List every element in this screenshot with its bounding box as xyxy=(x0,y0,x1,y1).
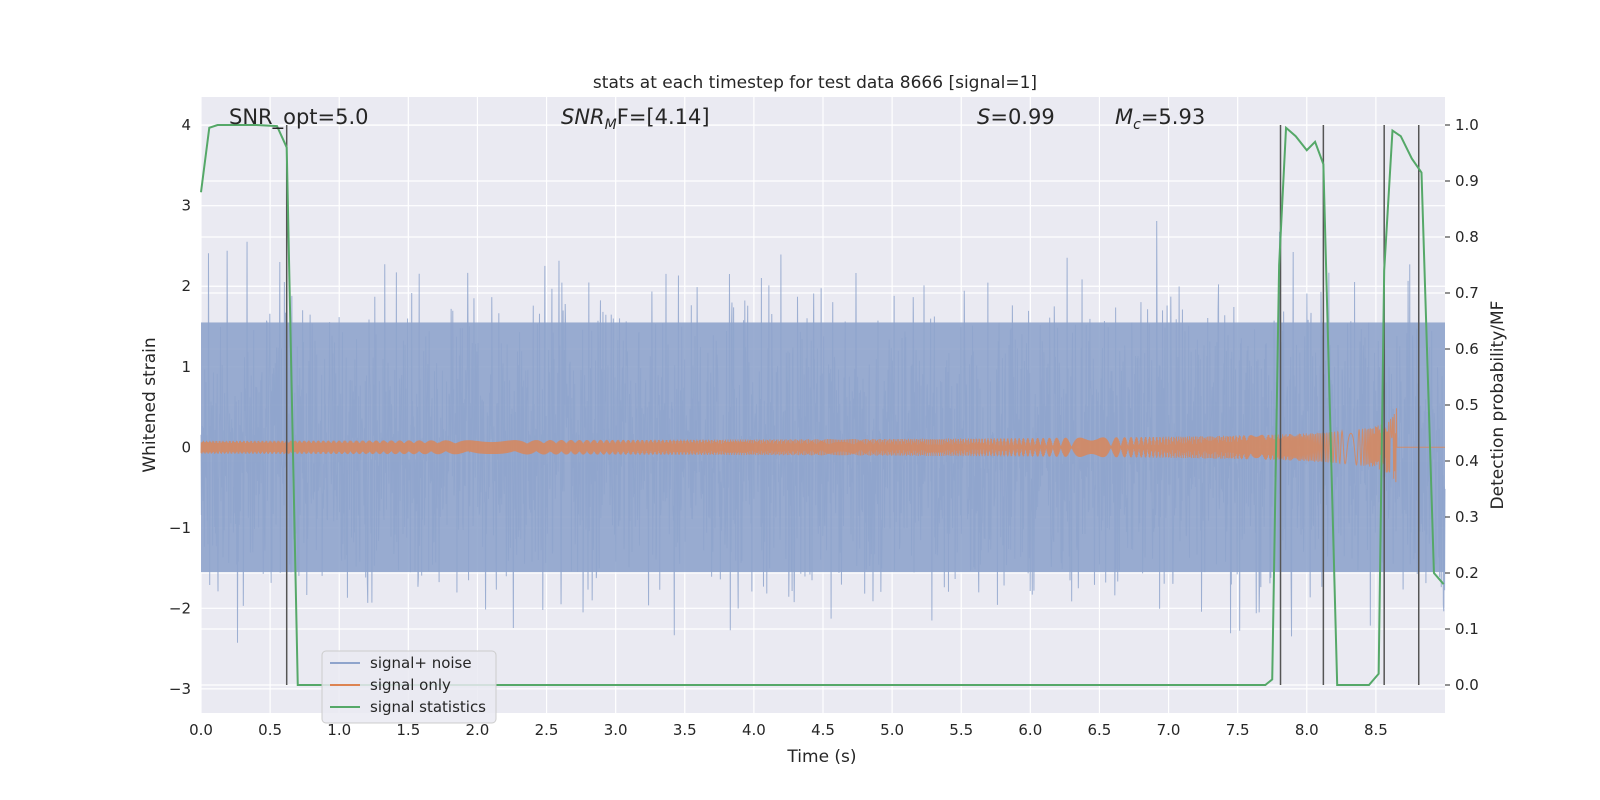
x-tick-label-5: 2.5 xyxy=(535,721,559,739)
y-axis-right: 0.0 0.1 0.2 0.3 0.4 0.5 0.6 0.7 0.8 0.9 1.0 xyxy=(1445,116,1479,694)
y2-axis-label: Detection probability/MF xyxy=(1488,301,1508,510)
legend-label-signal: signal only xyxy=(370,676,451,694)
x-tick-label-12: 6.0 xyxy=(1018,721,1042,739)
x-tick-label-11: 5.5 xyxy=(949,721,973,739)
x-tick-label-17: 8.5 xyxy=(1364,721,1388,739)
y2-tick-label-4: 0.4 xyxy=(1455,452,1479,470)
y-tick-label-0: −3 xyxy=(169,680,191,698)
signal-only-trace xyxy=(200,408,1445,483)
y-tick-label-1: −2 xyxy=(169,599,191,617)
signal-statistics-line xyxy=(200,124,1445,686)
x-tick-label-15: 7.5 xyxy=(1226,721,1250,739)
y-tick-label-2: −1 xyxy=(169,519,191,537)
annotation-snr-mf: SNRMF=[4.14] xyxy=(561,105,710,133)
y-tick-label-3: 0 xyxy=(181,438,191,456)
x-tick-label-8: 4.0 xyxy=(742,721,766,739)
annotation-snr-mf-sub: M xyxy=(605,117,617,133)
annotation-mc-rest: =5.93 xyxy=(1141,105,1205,129)
legend-label-noise: signal+ noise xyxy=(370,654,472,672)
y2-tick-label-9: 0.9 xyxy=(1455,172,1479,190)
y2-tick-label-2: 0.2 xyxy=(1455,564,1479,582)
annotation-s-rest: =0.99 xyxy=(990,105,1054,129)
y-tick-label-6: 3 xyxy=(181,197,191,215)
annotation-s-sym: S xyxy=(977,105,990,129)
x-tick-label-9: 4.5 xyxy=(811,721,835,739)
x-axis-label: Time (s) xyxy=(786,747,856,767)
legend-label-stats: signal statistics xyxy=(370,698,486,716)
annotation-mc-sub: c xyxy=(1133,117,1141,133)
y-axis-left: −3 −2 −1 0 1 2 3 4 xyxy=(169,116,191,698)
x-tick-label-7: 3.5 xyxy=(673,721,697,739)
y2-tick-label-7: 0.7 xyxy=(1455,284,1479,302)
annotation-mc: Mc=5.93 xyxy=(1115,105,1205,133)
x-axis: 0.0 0.5 1.0 1.5 2.0 2.5 3.0 3.5 4.0 4.5 5.0 5.5 6.0 6… xyxy=(189,721,1388,739)
x-tick-label-16: 8.0 xyxy=(1295,721,1319,739)
x-tick-label-6: 3.0 xyxy=(604,721,628,739)
series-signal-only xyxy=(200,408,1445,483)
x-tick-label-4: 2.0 xyxy=(466,721,490,739)
y-tick-label-4: 1 xyxy=(181,358,191,376)
y2-tick-label-5: 0.5 xyxy=(1455,396,1479,414)
annotation-s: S=0.99 xyxy=(977,105,1055,129)
annotation-mc-sym: M xyxy=(1115,105,1133,129)
annotation-snr-opt: SNR_opt=5.0 xyxy=(229,105,369,130)
x-tick-label-3: 1.5 xyxy=(396,721,420,739)
x-tick-label-13: 6.5 xyxy=(1088,721,1112,739)
x-tick-label-10: 5.0 xyxy=(880,721,904,739)
y2-tick-label-1: 0.1 xyxy=(1455,620,1479,638)
x-tick-label-14: 7.0 xyxy=(1157,721,1181,739)
legend: signal+ noise signal only signal statist… xyxy=(321,650,497,724)
y2-tick-label-8: 0.8 xyxy=(1455,228,1479,246)
y-axis-label: Whitened strain xyxy=(140,337,160,472)
y-tick-label-5: 2 xyxy=(181,277,191,295)
x-tick-label-1: 0.5 xyxy=(258,721,282,739)
y2-tick-label-10: 1.0 xyxy=(1455,116,1479,134)
series-signal-statistics xyxy=(200,124,1445,686)
annotation-snr-mf-base: SNR xyxy=(561,105,605,129)
x-tick-label-2: 1.0 xyxy=(327,721,351,739)
y-tick-label-7: 4 xyxy=(181,116,191,134)
x-tick-label-0: 0.0 xyxy=(189,721,213,739)
chart-title: stats at each timestep for test data 866… xyxy=(593,73,1037,93)
legend-box xyxy=(321,650,497,724)
annotation-snr-mf-rest: F=[4.14] xyxy=(617,105,710,129)
y2-tick-label-6: 0.6 xyxy=(1455,340,1479,358)
y2-tick-label-0: 0.0 xyxy=(1455,676,1479,694)
y2-tick-label-3: 0.3 xyxy=(1455,508,1479,526)
